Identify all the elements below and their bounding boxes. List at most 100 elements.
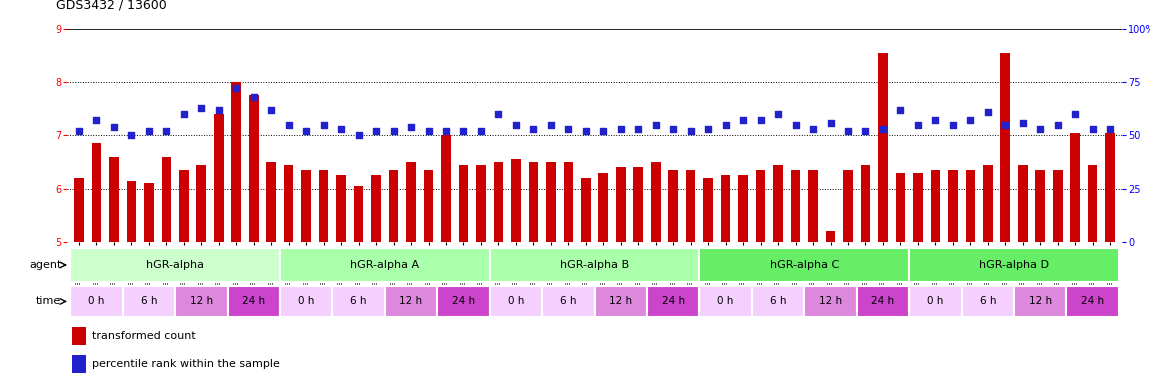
Text: 24 h: 24 h <box>661 296 684 306</box>
Bar <box>910 286 961 317</box>
Bar <box>1066 286 1119 317</box>
Point <box>1032 126 1050 132</box>
Bar <box>197 165 206 242</box>
Text: 12 h: 12 h <box>819 296 842 306</box>
Bar <box>616 167 626 242</box>
Bar <box>752 286 804 317</box>
Bar <box>1053 170 1063 242</box>
Point <box>857 128 875 134</box>
Point <box>87 118 106 124</box>
Bar <box>70 248 279 282</box>
Point <box>838 128 857 134</box>
Bar <box>389 170 398 242</box>
Bar <box>319 170 329 242</box>
Text: hGR-alpha D: hGR-alpha D <box>979 260 1049 270</box>
Bar <box>228 286 279 317</box>
Bar <box>983 165 992 242</box>
Bar <box>930 170 941 242</box>
Bar <box>179 170 189 242</box>
Bar <box>647 286 699 317</box>
Point <box>507 122 526 128</box>
Bar <box>773 165 783 242</box>
Point <box>314 122 332 128</box>
Bar <box>966 170 975 242</box>
Point <box>787 122 805 128</box>
Bar <box>651 162 660 242</box>
Text: time: time <box>36 296 61 306</box>
Point <box>716 122 735 128</box>
Point <box>401 124 420 130</box>
Bar <box>126 180 136 242</box>
Point <box>629 126 647 132</box>
Bar <box>406 162 416 242</box>
Text: GDS3432 / 13600: GDS3432 / 13600 <box>56 0 167 12</box>
Point <box>891 107 910 113</box>
Bar <box>92 143 101 242</box>
Bar <box>756 170 766 242</box>
Point <box>350 132 368 139</box>
Bar <box>385 286 437 317</box>
Bar <box>826 231 835 242</box>
Point <box>682 128 700 134</box>
Point <box>245 94 263 100</box>
Point <box>192 104 210 111</box>
Bar <box>437 286 490 317</box>
Bar <box>896 173 905 242</box>
Point <box>175 111 193 117</box>
Point <box>979 109 997 115</box>
Point <box>559 126 577 132</box>
Bar <box>144 183 154 242</box>
Bar <box>1088 165 1097 242</box>
Bar <box>267 162 276 242</box>
Point <box>769 111 788 117</box>
Bar <box>699 248 910 282</box>
Text: hGR-alpha A: hGR-alpha A <box>351 260 420 270</box>
Bar <box>879 53 888 242</box>
Point <box>332 126 351 132</box>
Bar <box>442 136 451 242</box>
Bar <box>564 162 573 242</box>
Text: 24 h: 24 h <box>452 296 475 306</box>
Point <box>1049 122 1067 128</box>
Point <box>158 128 176 134</box>
Bar <box>214 114 223 242</box>
Point <box>122 132 140 139</box>
Text: 6 h: 6 h <box>769 296 787 306</box>
Bar <box>721 175 730 242</box>
Point <box>472 128 490 134</box>
Bar <box>804 286 857 317</box>
Point <box>1013 119 1032 126</box>
Bar <box>332 286 385 317</box>
Point <box>874 126 892 132</box>
Bar <box>704 178 713 242</box>
Point <box>821 119 839 126</box>
Text: 24 h: 24 h <box>872 296 895 306</box>
Point <box>542 122 560 128</box>
Point <box>262 107 281 113</box>
Bar <box>248 95 259 242</box>
Text: percentile rank within the sample: percentile rank within the sample <box>92 359 279 369</box>
Point <box>664 126 682 132</box>
Text: 0 h: 0 h <box>927 296 943 306</box>
Bar <box>459 165 468 242</box>
Bar <box>123 286 175 317</box>
Point <box>734 118 752 124</box>
Point <box>699 126 718 132</box>
Bar <box>109 157 118 242</box>
Point <box>944 122 963 128</box>
Text: 6 h: 6 h <box>980 296 996 306</box>
Bar <box>493 162 504 242</box>
Point <box>576 128 595 134</box>
Point <box>420 128 438 134</box>
Bar <box>70 286 123 317</box>
Text: 0 h: 0 h <box>89 296 105 306</box>
Point <box>804 126 822 132</box>
Bar <box>354 186 363 242</box>
Bar <box>913 173 922 242</box>
Point <box>524 126 543 132</box>
Bar <box>1018 165 1028 242</box>
Point <box>139 128 158 134</box>
Bar <box>490 286 542 317</box>
Point <box>454 128 473 134</box>
Point <box>105 124 123 130</box>
